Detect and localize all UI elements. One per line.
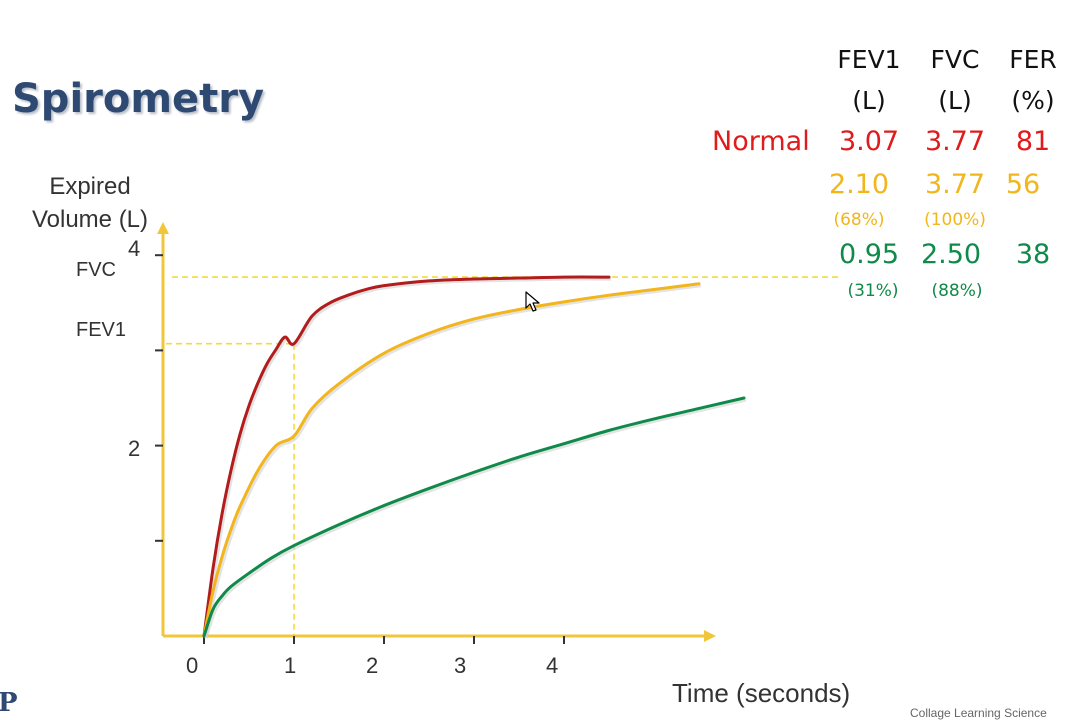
y-axis-label-line2: Volume (L)	[31, 206, 149, 233]
row-2-fvc-pct: (100%)	[924, 210, 986, 230]
logo-fragment: P	[0, 688, 18, 718]
series-shadow	[204, 398, 747, 639]
table-header-fev1-unit: (L)	[852, 86, 886, 115]
y-axis-arrow	[157, 222, 169, 234]
series-shadow	[204, 277, 612, 639]
row-2-fer: 56	[1005, 169, 1041, 200]
y-tick-label: 2	[128, 436, 141, 461]
x-axis-label: Time (seconds)	[672, 678, 851, 708]
x-tick-label: 1	[284, 653, 297, 678]
table-header-fvc: FVC	[930, 45, 980, 74]
row-2-fev1-pct: (68%)	[833, 210, 885, 230]
table-header-fvc-unit: (L)	[938, 86, 972, 115]
row-normal-fvc: 3.77	[924, 126, 986, 157]
fvc-label: FVC	[76, 259, 116, 281]
row-normal-fer: 81	[1015, 126, 1051, 157]
row-normal-label: Normal	[712, 126, 810, 157]
series-line-2	[202, 396, 746, 638]
row-3-fvc: 2.50	[920, 239, 982, 270]
y-axis-label-line1: Expired	[49, 173, 131, 200]
row-3-fer: 38	[1015, 239, 1051, 270]
x-tick-label: 3	[454, 653, 467, 678]
y-axis-label: Expired Volume (L)	[20, 170, 160, 236]
x-axis-arrow	[704, 630, 716, 642]
row-2-fvc: 3.77	[924, 169, 986, 200]
row-3-fvc-pct: (88%)	[931, 281, 983, 301]
slide-title: Spirometry	[12, 76, 265, 122]
table-header-fev1: FEV1	[837, 45, 901, 74]
row-3-fev1: 0.95	[838, 239, 900, 270]
table-header-fer-unit: (%)	[1011, 86, 1055, 115]
x-tick-label: 2	[366, 653, 379, 678]
row-3-fev1-pct: (31%)	[847, 281, 899, 301]
series-shadow	[204, 284, 702, 639]
series-line-0	[202, 275, 611, 638]
series-line-1	[202, 282, 701, 638]
footer-text: Collage Learning Science	[910, 706, 1047, 720]
table-header-fer: FER	[1009, 45, 1057, 74]
x-tick-label: 4	[546, 653, 559, 678]
y-tick-label: 4	[128, 236, 141, 261]
row-2-fev1: 2.10	[828, 169, 890, 200]
row-normal-fev1: 3.07	[838, 126, 900, 157]
x-tick-label: 0	[186, 653, 199, 678]
fev1-label: FEV1	[76, 319, 127, 341]
mouse-pointer-icon	[525, 291, 540, 312]
